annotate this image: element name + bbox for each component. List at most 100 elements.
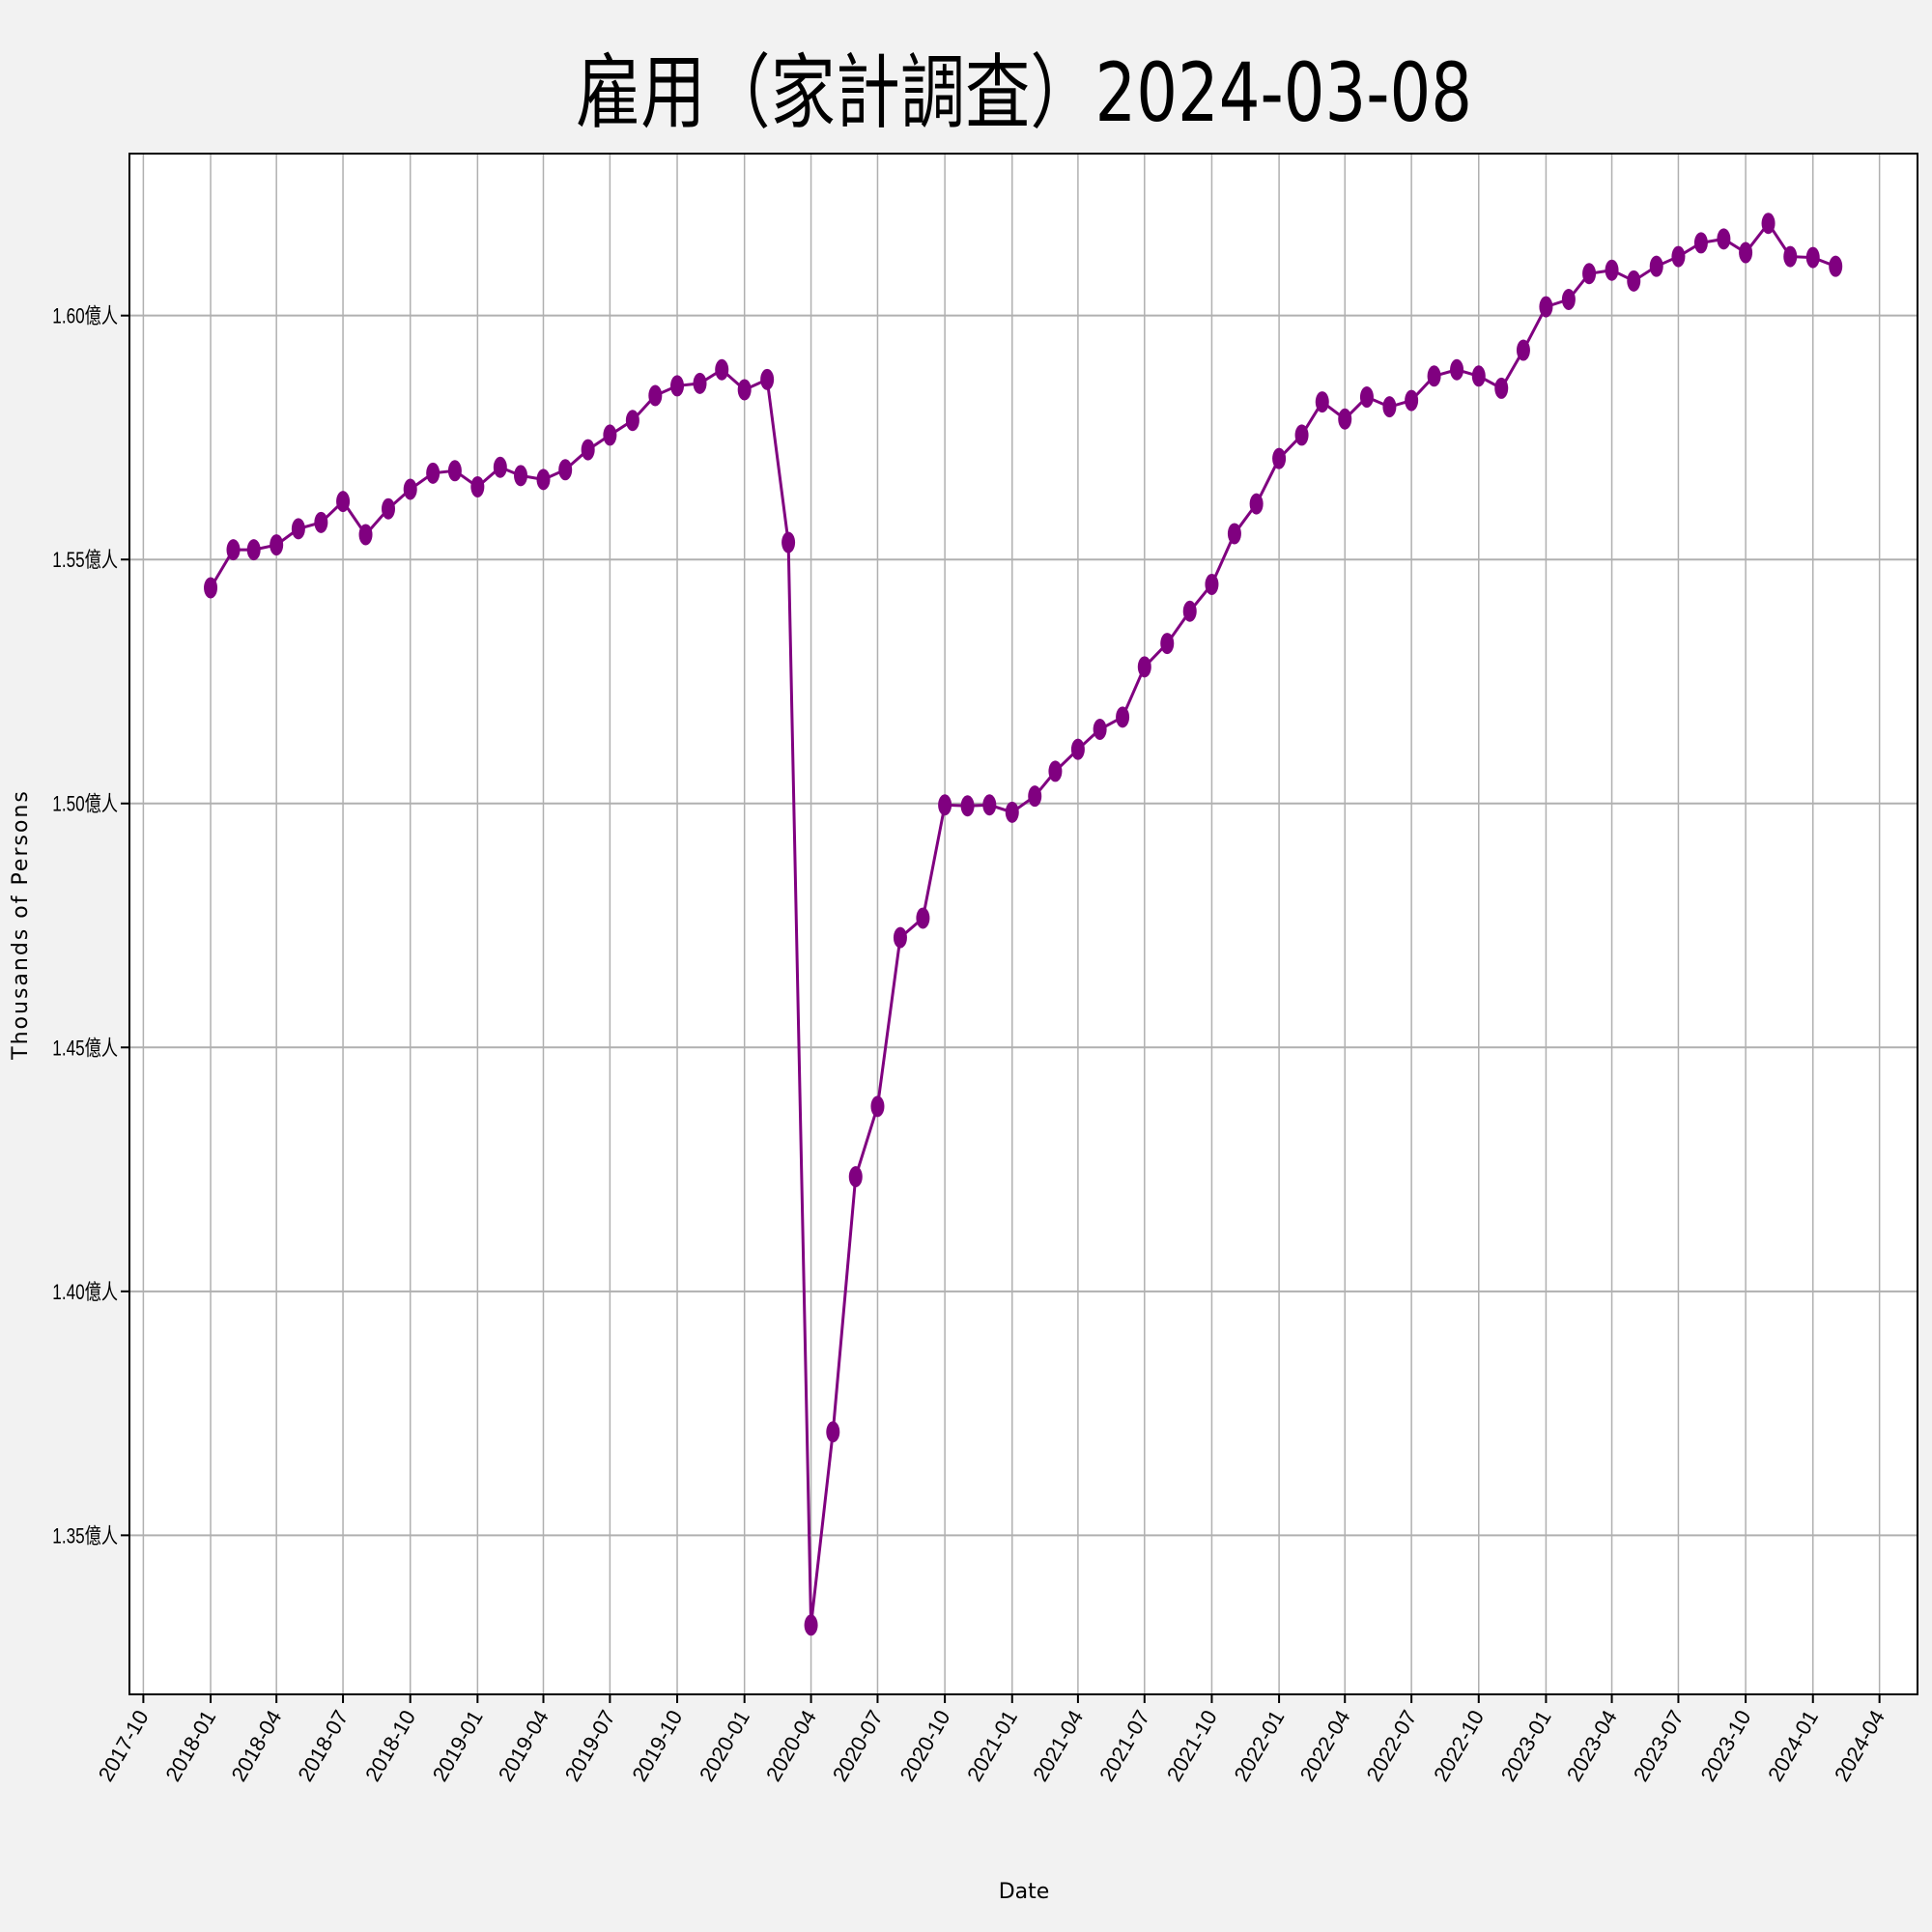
x-tick-label: 2018-07 <box>293 1706 353 1785</box>
data-point-2018-06 <box>314 511 328 533</box>
x-tick-label: 2021-07 <box>1094 1706 1154 1785</box>
x-tick-label: 2024-04 <box>1830 1706 1889 1785</box>
data-point-2023-05 <box>1627 270 1641 292</box>
chart-title: 雇用（家計調査）2024-03-08 <box>576 45 1472 140</box>
data-point-2022-02 <box>1294 424 1309 446</box>
data-point-2024-01 <box>1805 246 1820 269</box>
data-point-2018-07 <box>336 491 351 513</box>
data-point-2018-11 <box>426 462 440 484</box>
data-point-2023-02 <box>1561 289 1576 311</box>
data-point-2019-02 <box>493 456 507 478</box>
x-tick-label: 2024-01 <box>1763 1706 1823 1785</box>
x-tick-label: 2023-01 <box>1496 1706 1556 1785</box>
y-tick-label: 1.45億人 <box>52 1037 118 1061</box>
data-point-2023-04 <box>1605 259 1619 281</box>
y-tick-label: 1.40億人 <box>52 1281 118 1305</box>
x-tick-label: 2018-10 <box>360 1706 420 1785</box>
data-point-2019-04 <box>536 469 551 491</box>
data-point-2019-10 <box>670 375 685 397</box>
x-tick-label: 2021-04 <box>1028 1706 1088 1785</box>
x-tick-label: 2018-01 <box>160 1706 220 1785</box>
data-point-2019-06 <box>581 439 595 461</box>
data-point-2023-07 <box>1671 245 1686 268</box>
data-point-2020-06 <box>848 1166 863 1188</box>
x-tick-label: 2023-10 <box>1695 1706 1755 1785</box>
x-tick-label: 2020-01 <box>695 1706 754 1785</box>
data-point-2021-04 <box>1070 738 1085 760</box>
data-point-2021-02 <box>1028 785 1042 808</box>
data-point-2022-12 <box>1516 339 1530 361</box>
data-point-2022-11 <box>1494 377 1509 399</box>
data-point-2020-02 <box>760 368 775 390</box>
data-point-2023-09 <box>1717 228 1731 250</box>
x-tick-label: 2020-07 <box>828 1706 888 1785</box>
data-point-2020-07 <box>870 1095 885 1118</box>
y-axis-label: Thousands of Persons <box>9 789 33 1061</box>
plot-area <box>129 154 1918 1694</box>
data-point-2022-01 <box>1272 447 1287 469</box>
y-tick-label: 1.60億人 <box>52 305 118 329</box>
data-point-2019-03 <box>514 465 528 487</box>
x-axis-label: Date <box>999 1880 1050 1904</box>
x-tick-label: 2019-01 <box>428 1706 488 1785</box>
data-point-2020-11 <box>960 795 975 817</box>
data-point-2022-08 <box>1427 365 1441 387</box>
x-tick-label: 2020-04 <box>761 1706 821 1785</box>
data-point-2019-05 <box>558 459 573 481</box>
data-point-2022-10 <box>1471 365 1486 387</box>
data-point-2021-06 <box>1116 706 1130 728</box>
data-point-2022-04 <box>1338 408 1352 430</box>
data-point-2023-08 <box>1693 232 1708 254</box>
data-point-2018-02 <box>226 539 241 561</box>
data-point-2020-04 <box>804 1614 818 1636</box>
x-tick-label: 2022-04 <box>1295 1706 1355 1785</box>
data-point-2023-01 <box>1539 296 1553 318</box>
data-point-2023-11 <box>1761 213 1776 235</box>
data-point-2020-08 <box>893 926 907 949</box>
data-point-2018-04 <box>270 534 284 556</box>
data-point-2019-12 <box>715 358 729 381</box>
data-point-2020-05 <box>826 1421 840 1443</box>
data-point-2021-08 <box>1160 633 1175 655</box>
x-tick-label: 2019-10 <box>627 1706 687 1785</box>
data-point-2023-10 <box>1739 242 1753 264</box>
data-point-2019-08 <box>625 410 639 432</box>
data-point-2021-11 <box>1227 523 1241 545</box>
data-point-2018-03 <box>246 539 261 561</box>
x-tick-label: 2022-10 <box>1429 1706 1489 1785</box>
x-tick-label: 2018-04 <box>226 1706 286 1785</box>
data-point-2021-10 <box>1205 573 1219 595</box>
data-point-2018-10 <box>403 478 417 500</box>
x-tick-label: 2019-07 <box>560 1706 620 1785</box>
data-point-2022-09 <box>1450 358 1464 381</box>
y-tick-label: 1.55億人 <box>52 549 118 573</box>
data-point-2023-12 <box>1783 245 1798 268</box>
data-point-2019-07 <box>603 424 617 446</box>
x-tick-label: 2023-07 <box>1629 1706 1689 1785</box>
y-tick-label: 1.50億人 <box>52 793 118 817</box>
data-point-2023-03 <box>1582 263 1597 285</box>
data-point-2020-10 <box>938 794 952 816</box>
series-line <box>204 213 1843 1636</box>
data-point-2021-01 <box>1005 801 1019 823</box>
x-tick-label: 2019-04 <box>494 1706 554 1785</box>
data-point-2018-01 <box>204 577 218 599</box>
data-point-2020-12 <box>982 794 997 816</box>
data-point-2023-06 <box>1649 255 1663 277</box>
data-point-2018-05 <box>291 518 305 540</box>
data-point-2021-09 <box>1182 600 1197 622</box>
data-point-2021-05 <box>1093 718 1107 740</box>
plot-frame <box>128 153 1918 1695</box>
data-point-2019-11 <box>693 372 707 394</box>
data-point-2018-12 <box>447 460 462 482</box>
data-point-2021-12 <box>1249 493 1264 515</box>
data-point-2022-03 <box>1315 391 1329 413</box>
data-point-2018-08 <box>358 524 373 546</box>
data-point-2022-05 <box>1359 386 1374 409</box>
data-point-2022-06 <box>1382 396 1397 418</box>
data-point-2019-01 <box>470 475 485 497</box>
x-tick-label: 2021-10 <box>1162 1706 1222 1785</box>
data-point-2020-03 <box>781 531 796 554</box>
data-point-2021-03 <box>1048 760 1063 782</box>
